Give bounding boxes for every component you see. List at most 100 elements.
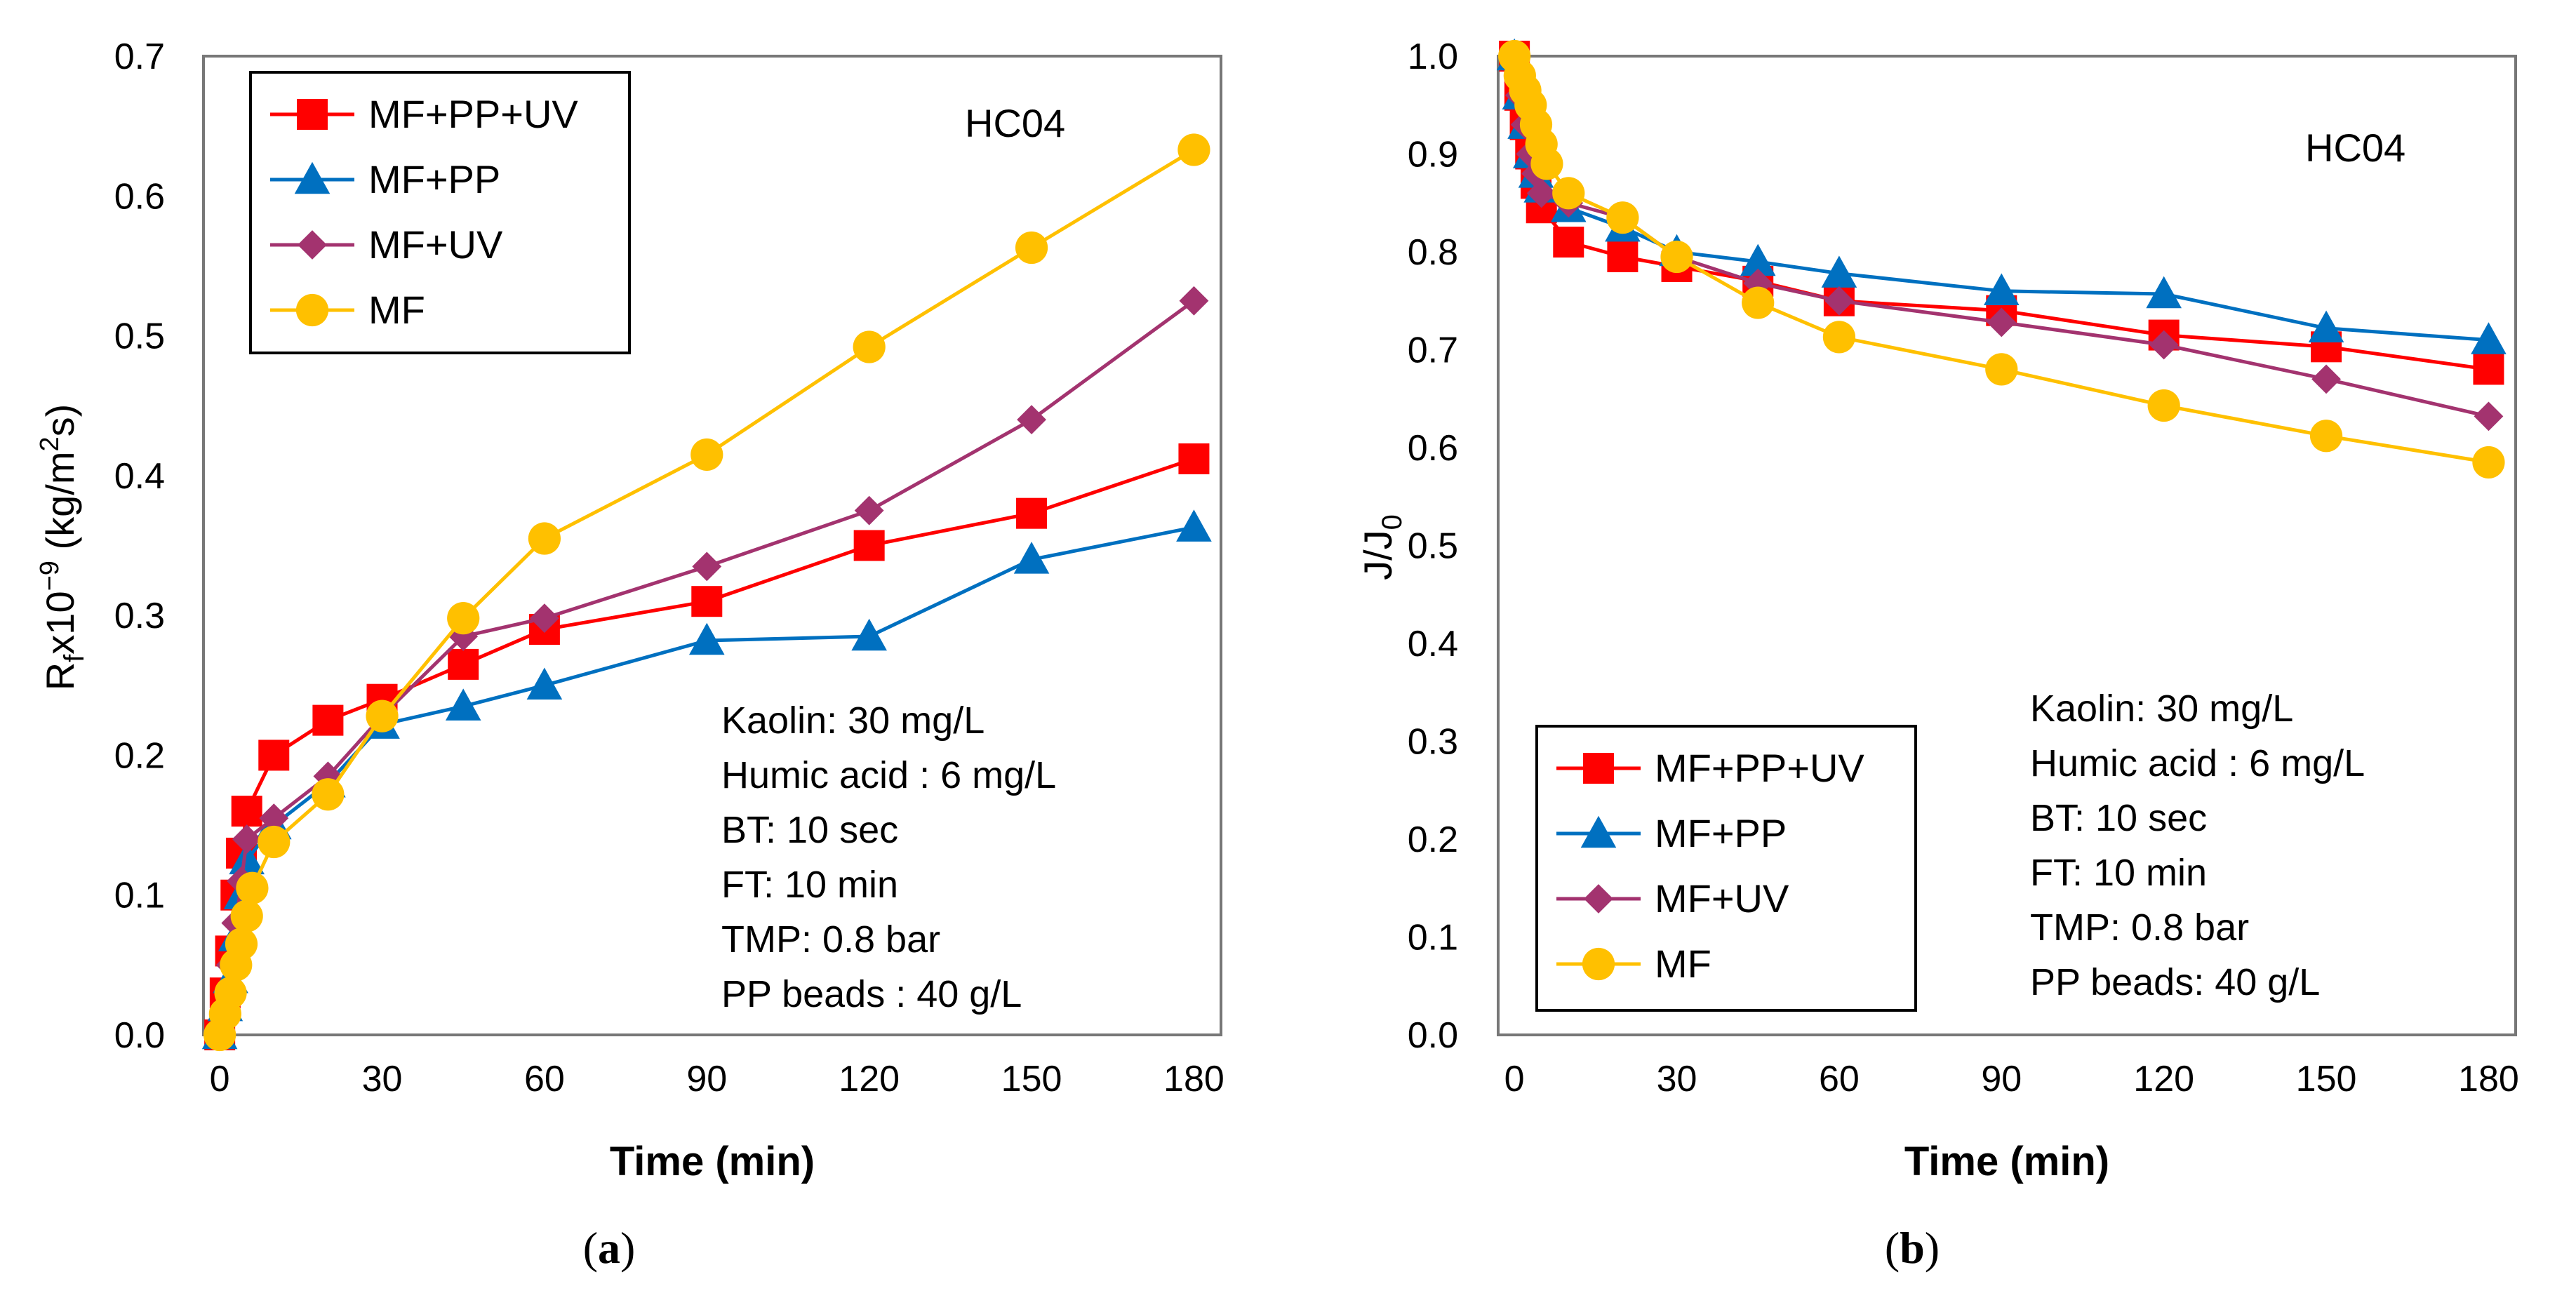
data-point	[854, 495, 884, 526]
chart-panel-b: 0.0 0.1 0.2 0.3 0.4 0.5 0.6 0.7 0.8 0.9 1.0 0 30 60 9…	[1356, 36, 2519, 1273]
x-tick-label: 30	[362, 1059, 403, 1099]
x-tick-label: 0	[1504, 1059, 1525, 1099]
data-point	[1016, 497, 1048, 529]
condition-line: TMP: 0.8 bar	[721, 918, 940, 961]
data-point	[229, 842, 265, 875]
data-point	[1606, 201, 1639, 234]
y-tick-label: 0.1	[1408, 918, 1458, 958]
x-tick-label: 0	[210, 1059, 230, 1099]
data-point	[2149, 330, 2179, 360]
x-axis-label: Time (min)	[1904, 1139, 2109, 1184]
legend-label: MF	[1655, 942, 1711, 986]
data-point	[2308, 310, 2344, 343]
data-point	[1983, 273, 2020, 306]
data-point	[1015, 231, 1048, 265]
x-axis-ticks: 0 30 60 90 120 150 180	[210, 1059, 1224, 1099]
legend-marker	[294, 161, 331, 194]
data-point	[1177, 133, 1210, 166]
data-point	[2471, 322, 2507, 354]
y-tick-label: 0.4	[114, 456, 165, 497]
data-point	[1821, 255, 1857, 288]
legend-label: MF+UV	[368, 222, 503, 267]
legend-label: MF	[368, 288, 425, 332]
y-tick-label: 0.3	[114, 596, 165, 636]
data-point	[2474, 401, 2504, 431]
data-point	[1179, 286, 1209, 316]
data-point	[691, 586, 723, 617]
data-point	[1176, 509, 1212, 542]
y-tick-label: 0.2	[1408, 819, 1458, 860]
data-point	[312, 704, 344, 736]
data-point	[214, 977, 247, 1010]
y-tick-label: 0.0	[1408, 1015, 1458, 1056]
data-point	[366, 700, 399, 732]
y-tick-label: 0.6	[1408, 428, 1458, 469]
legend-marker	[1583, 753, 1614, 784]
y-tick-label: 0.3	[1408, 722, 1458, 763]
condition-line: Kaolin: 30 mg/L	[2030, 688, 2293, 730]
series-group	[1496, 38, 2507, 479]
condition-line: Humic acid : 6 mg/L	[721, 754, 1056, 796]
data-point	[1985, 353, 2018, 386]
data-point	[1526, 178, 1556, 208]
condition-line: PP beads: 40 g/L	[2030, 961, 2320, 1003]
legend-marker	[295, 293, 329, 327]
y-tick-label: 0.5	[114, 316, 165, 357]
legend-marker	[297, 99, 328, 130]
data-point	[2473, 354, 2504, 385]
legend-marker	[1580, 815, 1617, 848]
legend-label: MF+UV	[1655, 876, 1789, 921]
data-point	[2146, 276, 2182, 309]
data-point	[1553, 227, 1584, 258]
data-point	[230, 899, 263, 932]
legend-marker	[298, 230, 327, 260]
data-point	[1530, 147, 1563, 180]
data-point	[692, 551, 722, 582]
data-point	[1660, 240, 1693, 274]
y-axis-label: J/J0	[1356, 514, 1408, 580]
data-point	[448, 648, 479, 680]
series-group	[201, 133, 1212, 1052]
condition-line: FT: 10 min	[2030, 852, 2207, 894]
x-tick-label: 180	[2458, 1059, 2519, 1099]
data-point	[1552, 177, 1585, 210]
data-point	[853, 330, 886, 363]
x-tick-label: 60	[524, 1059, 565, 1099]
legend-label: MF+PP+UV	[368, 92, 578, 136]
data-point	[1987, 307, 2017, 337]
condition-line: PP beads : 40 g/L	[721, 973, 1022, 1015]
legend: MF+PP+UV MF+PP MF+UV MF	[1535, 725, 1917, 1012]
legend-label: MF+PP+UV	[1655, 746, 1864, 790]
y-axis-label: Rfx10−9 (kg/m2s)	[35, 404, 90, 691]
data-point	[231, 796, 262, 827]
x-tick-label: 180	[1163, 1059, 1224, 1099]
y-tick-label: 0.5	[1408, 526, 1458, 567]
x-tick-label: 60	[1819, 1059, 1860, 1099]
x-tick-label: 90	[1981, 1059, 2022, 1099]
y-tick-label: 0.9	[1408, 135, 1458, 175]
data-point	[851, 618, 887, 651]
x-tick-label: 120	[2133, 1059, 2194, 1099]
legend-label: MF+PP	[368, 157, 500, 201]
x-tick-label: 90	[686, 1059, 727, 1099]
data-point	[312, 778, 345, 811]
conditions-annotation: Kaolin: 30 mg/L Humic acid : 6 mg/L BT: …	[2030, 688, 2365, 1003]
data-point	[1013, 542, 1050, 574]
y-tick-label: 0.7	[1408, 330, 1458, 371]
y-axis-ticks: 0.0 0.1 0.2 0.3 0.4 0.5 0.6 0.7 0.8 0.9 1.0	[1408, 36, 1458, 1056]
data-point	[258, 825, 291, 859]
y-tick-label: 0.1	[114, 876, 165, 916]
x-tick-label: 150	[2296, 1059, 2357, 1099]
y-tick-label: 0.7	[114, 36, 165, 77]
x-tick-label: 150	[1001, 1059, 1062, 1099]
data-point	[1822, 321, 1856, 354]
condition-line: BT: 10 sec	[2030, 797, 2207, 839]
data-point	[313, 761, 343, 791]
x-tick-label: 30	[1657, 1059, 1697, 1099]
data-point	[225, 928, 258, 961]
legend-marker	[1582, 947, 1615, 981]
y-tick-label: 0.2	[114, 735, 165, 776]
data-point	[232, 824, 262, 854]
legend-items: MF+PP+UV MF+PP MF+UV MF	[1556, 746, 1864, 986]
